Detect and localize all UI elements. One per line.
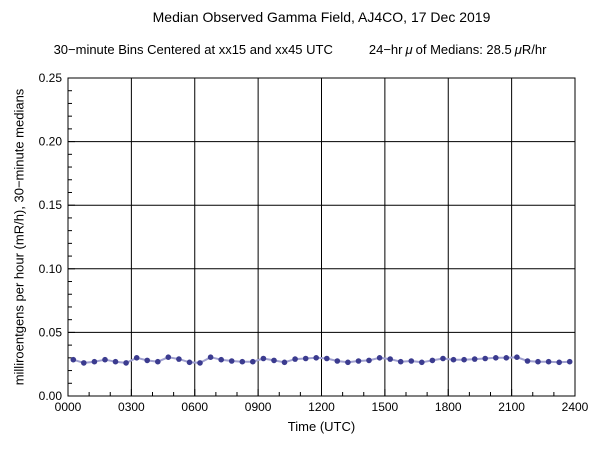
chart-subtitle: 30−minute Bins Centered at xx15 and xx45… — [0, 42, 600, 57]
mu-symbol: μ — [405, 42, 413, 57]
data-point — [397, 358, 404, 365]
data-point — [493, 355, 499, 361]
data-point — [165, 354, 172, 361]
subtitle-mean-prefix: 24−hr — [368, 42, 403, 57]
data-point — [440, 355, 446, 362]
data-point — [102, 356, 108, 363]
data-point — [250, 358, 256, 365]
data-point — [503, 355, 510, 361]
data-point — [408, 358, 415, 364]
chart-title: Median Observed Gamma Field, AJ4CO, 17 D… — [152, 9, 491, 25]
x-tick-label: 1500 — [372, 400, 399, 414]
data-point — [271, 357, 277, 364]
data-point — [281, 359, 288, 366]
mu-symbol: μ — [514, 42, 522, 57]
data-point — [366, 357, 372, 364]
x-tick-label: 0300 — [118, 400, 145, 414]
data-point — [429, 357, 436, 364]
data-point — [81, 360, 87, 366]
x-tick-label: 0000 — [55, 400, 82, 414]
data-point — [155, 358, 161, 365]
subtitle-mean-text: 24−hr μ of Medians: 28.5 μR/hr — [369, 42, 547, 57]
data-point — [176, 356, 182, 362]
data-point — [186, 359, 193, 366]
data-point — [345, 359, 351, 366]
data-point — [524, 358, 531, 364]
x-tick-label: 2400 — [562, 400, 589, 414]
subtitle-mean-mid: of Medians: 28.5 — [415, 42, 512, 57]
data-point — [228, 358, 235, 364]
data-point — [324, 355, 330, 362]
x-tick-label: 0900 — [245, 400, 272, 414]
data-point — [545, 358, 552, 365]
y-tick-label: 0.20 — [39, 135, 63, 149]
data-point — [355, 358, 362, 364]
data-point — [387, 356, 394, 362]
data-point — [239, 358, 246, 365]
data-point — [514, 354, 520, 361]
data-point — [556, 359, 562, 366]
data-point — [302, 355, 309, 362]
y-tick-label: 0.15 — [39, 198, 63, 212]
data-point — [419, 359, 425, 366]
data-point — [334, 358, 341, 364]
y-tick-label: 0.05 — [39, 325, 63, 339]
data-point — [535, 358, 541, 365]
data-point — [313, 355, 320, 361]
subtitle-mean-unit: R/hr — [521, 42, 547, 57]
x-tick-label: 1800 — [435, 400, 462, 414]
data-point — [70, 356, 77, 363]
data-point — [376, 355, 383, 361]
data-point — [133, 355, 140, 361]
data-point — [207, 354, 214, 361]
data-point — [566, 358, 573, 365]
data-point — [292, 356, 298, 362]
x-tick-label: 0600 — [181, 400, 208, 414]
data-point — [461, 356, 467, 363]
data-point — [471, 356, 478, 362]
subtitle-bins-text: 30−minute Bins Centered at xx15 and xx45… — [53, 42, 333, 57]
x-tick-label: 1200 — [308, 400, 335, 414]
x-axis-label: Time (UTC) — [287, 419, 356, 434]
y-tick-label: 0.25 — [39, 71, 63, 85]
y-tick-label: 0.10 — [39, 262, 63, 276]
data-point — [450, 356, 457, 363]
data-point — [91, 358, 98, 365]
x-tick-label: 2100 — [498, 400, 525, 414]
data-point — [260, 355, 267, 362]
data-point — [112, 358, 119, 365]
data-point — [144, 357, 150, 364]
data-point — [218, 356, 224, 363]
data-point — [123, 360, 129, 366]
data-point — [197, 360, 203, 366]
data-point — [482, 355, 489, 362]
y-tick-label: 0.00 — [39, 389, 63, 403]
